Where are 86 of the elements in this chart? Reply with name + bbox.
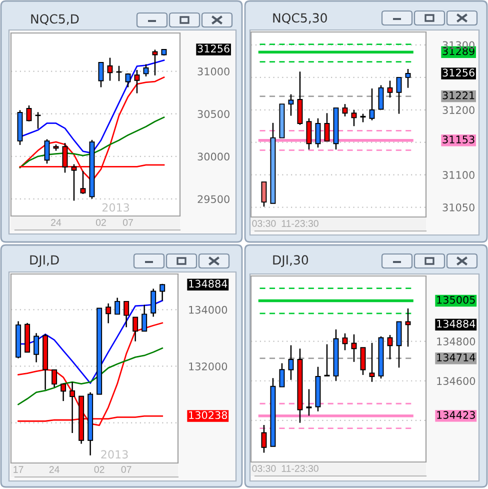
y-tick-label: 30000 bbox=[198, 152, 230, 161]
candlestick bbox=[124, 300, 130, 328]
text: 134884 bbox=[189, 280, 228, 288]
text: 134884 bbox=[437, 320, 476, 328]
chart-title: DJI,30 bbox=[273, 255, 308, 267]
candlestick bbox=[351, 334, 357, 362]
x-tick-label: 07 bbox=[122, 219, 133, 226]
candlestick bbox=[26, 104, 32, 122]
candlestick bbox=[315, 118, 321, 148]
candlestick bbox=[44, 138, 50, 164]
candlestick bbox=[152, 49, 158, 76]
candlestick bbox=[125, 72, 131, 88]
candlestick bbox=[342, 103, 348, 118]
candlestick bbox=[306, 118, 312, 150]
ref-line-label: 135005 bbox=[437, 296, 475, 304]
ref-line-label: 31289 bbox=[442, 47, 474, 56]
chart-title: NQC5,30 bbox=[273, 13, 327, 24]
y-tick-label: 134800 bbox=[437, 338, 476, 346]
candlestick bbox=[324, 112, 330, 142]
chart-title: NQC5,D bbox=[31, 14, 79, 26]
candlestick bbox=[279, 362, 285, 388]
candlestick bbox=[80, 170, 86, 195]
candlestick bbox=[351, 109, 357, 127]
candlestick bbox=[369, 342, 375, 382]
candlestick bbox=[150, 288, 156, 318]
y-tick-label: 31050 bbox=[442, 203, 474, 212]
candlestick bbox=[60, 383, 66, 402]
candlestick bbox=[34, 332, 40, 363]
candlestick bbox=[114, 297, 120, 315]
x-tick-label: 11-23:30 bbox=[282, 465, 318, 472]
candlestick bbox=[142, 304, 148, 332]
candlestick bbox=[106, 302, 112, 324]
x-tick-label: 17 bbox=[14, 466, 24, 473]
candlestick bbox=[132, 316, 138, 342]
candlestick bbox=[396, 76, 402, 114]
candlestick bbox=[71, 164, 77, 202]
y-tick-label: 134000 bbox=[189, 306, 228, 314]
candlestick bbox=[70, 381, 76, 434]
y-tick-label: 132000 bbox=[189, 362, 228, 370]
annotation: 2013 bbox=[102, 203, 130, 212]
candlestick bbox=[378, 84, 384, 110]
ref-line-label: 134714 bbox=[437, 353, 476, 362]
x-tick-label: 03:30 bbox=[252, 220, 276, 227]
annotation: 2013 bbox=[101, 450, 128, 459]
candlestick bbox=[261, 424, 267, 454]
ref-line-label: 134423 bbox=[437, 411, 475, 419]
x-tick-label: 11-23:30 bbox=[282, 220, 318, 227]
x-tick-label: 02 bbox=[96, 219, 106, 226]
candlestick bbox=[134, 69, 140, 94]
chart-title: DJI,D bbox=[30, 255, 59, 267]
line-series bbox=[18, 347, 164, 406]
x-tick-label: 24 bbox=[49, 466, 60, 473]
candlestick bbox=[52, 369, 58, 388]
candlestick bbox=[62, 142, 68, 174]
y-tick-label: 31200 bbox=[442, 106, 474, 114]
y-tick-label: 31100 bbox=[442, 171, 474, 179]
y-tick-label: 31000 bbox=[198, 68, 230, 76]
candlestick bbox=[405, 308, 411, 348]
x-tick-label: 07 bbox=[121, 466, 132, 473]
candlestick bbox=[107, 57, 113, 82]
y-tick-label: 29500 bbox=[198, 195, 230, 204]
text: 31256 bbox=[442, 68, 474, 77]
candlestick bbox=[35, 112, 41, 130]
x-tick-label: 02 bbox=[94, 466, 104, 473]
candlestick bbox=[98, 62, 104, 88]
ref-line-label: 31153 bbox=[442, 136, 474, 144]
text: 31256 bbox=[198, 44, 230, 53]
y-tick-label: 30500 bbox=[198, 110, 230, 118]
candlestick bbox=[405, 68, 411, 88]
candlestick bbox=[288, 344, 294, 381]
candlestick bbox=[387, 80, 393, 98]
candlestick bbox=[288, 94, 294, 116]
x-tick-label: 03:30 bbox=[252, 465, 276, 472]
text: 130238 bbox=[189, 411, 228, 420]
candlestick bbox=[306, 388, 312, 416]
candlestick bbox=[360, 347, 366, 376]
candlestick bbox=[261, 181, 267, 208]
candlestick bbox=[396, 321, 402, 368]
candlestick bbox=[324, 344, 330, 377]
candlestick bbox=[160, 283, 166, 302]
x-tick-label: 24 bbox=[51, 219, 62, 226]
candlestick bbox=[369, 88, 375, 121]
candlestick bbox=[342, 332, 348, 351]
candlestick bbox=[143, 64, 149, 78]
y-tick-label: 134600 bbox=[437, 377, 476, 385]
ref-line-label: 31221 bbox=[442, 91, 474, 100]
